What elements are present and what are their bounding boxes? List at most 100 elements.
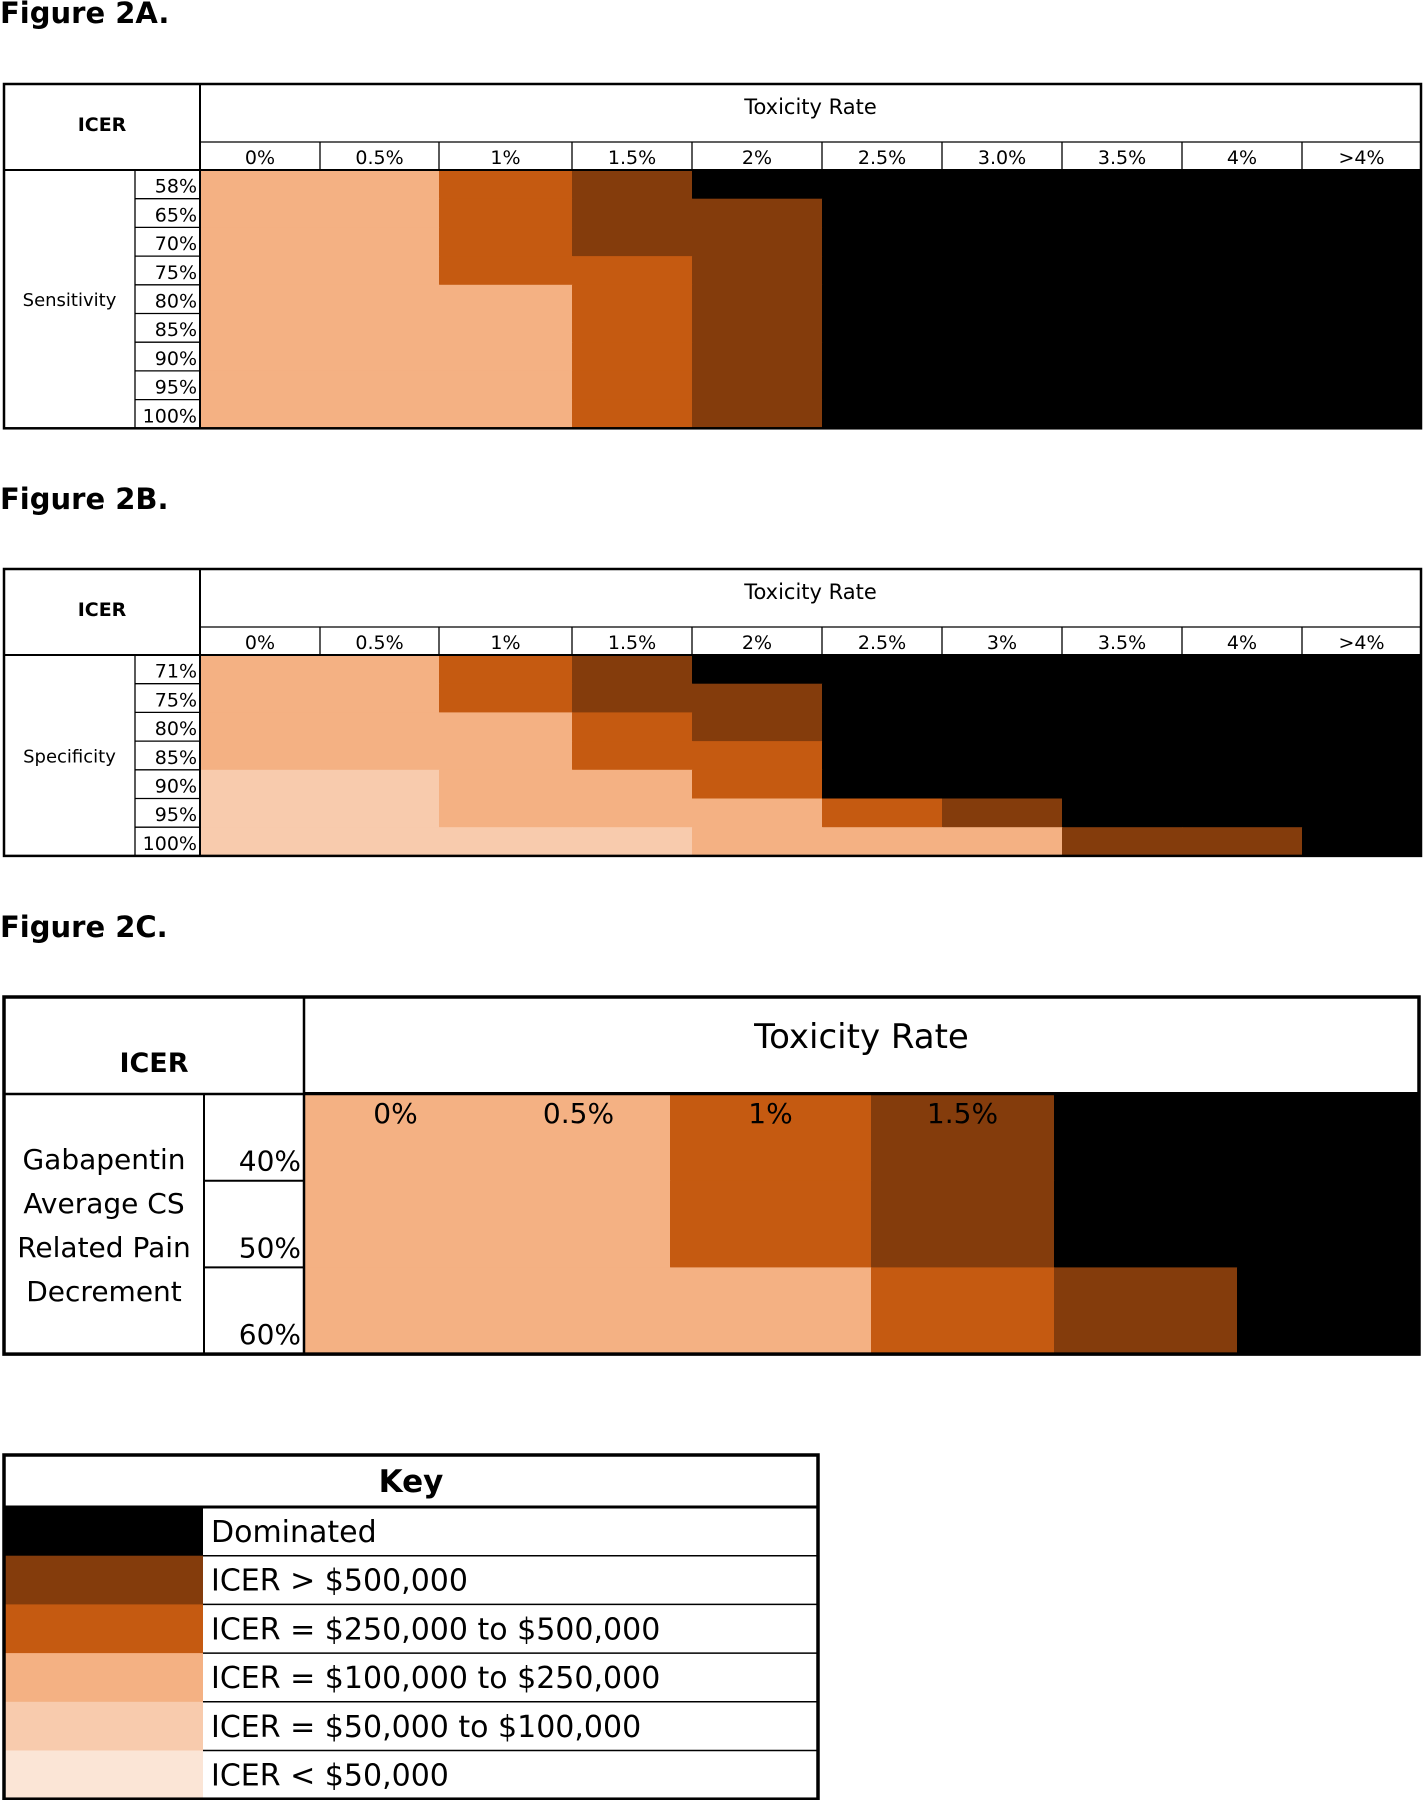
fig1-cell	[320, 313, 440, 343]
fig1-cell	[692, 313, 823, 343]
fig2-cell	[692, 798, 823, 828]
fig1-cell	[1302, 256, 1422, 286]
fig1-cell	[439, 313, 573, 343]
fig1-cell	[692, 399, 823, 429]
fig2-column-label: 0.5%	[355, 632, 403, 654]
fig1-row-label: 95%	[155, 377, 197, 399]
fig1-column-label: 3.5%	[1098, 147, 1146, 169]
fig1-cell	[822, 198, 943, 228]
fig2-cell	[1182, 769, 1303, 800]
fig1-cell	[439, 198, 573, 228]
fig1-cell	[439, 399, 573, 429]
fig1-row-label: 90%	[155, 348, 197, 370]
fig1-column-label: 1%	[490, 147, 520, 169]
fig3-corner-label: ICER	[119, 1048, 188, 1079]
fig1-cell	[439, 170, 573, 200]
fig1-cell	[1182, 313, 1303, 343]
fig2-column-label: 3%	[987, 632, 1017, 654]
fig1-corner-label: ICER	[78, 114, 127, 136]
fig1-cell	[692, 198, 823, 228]
fig1-cell	[822, 227, 943, 257]
fig1-cell	[1062, 284, 1183, 315]
figure-2b-title: Figure 2B.	[0, 482, 169, 516]
fig1-cell	[942, 313, 1063, 343]
fig2-cell	[942, 741, 1063, 771]
fig2-cell	[572, 769, 693, 800]
fig3-column-label: 2%	[1123, 1097, 1167, 1130]
fig3-cell	[1054, 1267, 1238, 1355]
fig1-cell	[320, 284, 440, 315]
fig3-cell	[304, 1267, 488, 1355]
fig1-cell	[822, 284, 943, 315]
fig1-cell	[320, 256, 440, 286]
fig1-cell	[572, 284, 693, 315]
fig3-column-label: 1.5%	[927, 1097, 998, 1130]
fig3-cell	[1237, 1180, 1420, 1268]
fig2-row-label: 80%	[155, 718, 197, 740]
fig1-cell	[200, 370, 321, 401]
fig3-row-label: 50%	[239, 1231, 301, 1264]
fig2-cell	[822, 741, 943, 771]
fig2-cell	[1302, 798, 1422, 828]
fig1-column-label: 0.5%	[355, 147, 403, 169]
fig2-cell	[822, 769, 943, 800]
fig2-cell	[1182, 683, 1303, 713]
key-label: Dominated	[211, 1515, 377, 1550]
fig3-column-label: > 2%	[1290, 1097, 1367, 1130]
fig1-cell	[320, 198, 440, 228]
fig2-cell	[200, 769, 321, 800]
fig2-column-label: 1.5%	[608, 632, 656, 654]
fig3-border	[2, 995, 1421, 1356]
fig2-cell	[822, 712, 943, 742]
fig1-cell	[320, 170, 440, 200]
fig2-cell	[200, 741, 321, 771]
fig2-cell	[439, 741, 573, 771]
fig3-row-label: 40%	[239, 1145, 301, 1178]
fig1-row-label: 65%	[155, 204, 197, 226]
fig1-column-label: >4%	[1338, 147, 1384, 169]
fig2-cell	[1182, 798, 1303, 828]
fig1-cell	[1182, 284, 1303, 315]
key-label: ICER = $250,000 to $500,000	[211, 1612, 660, 1647]
fig2-cell	[320, 712, 440, 742]
fig3-cell	[871, 1267, 1055, 1355]
fig1-cell	[822, 256, 943, 286]
fig1-row-label: 70%	[155, 233, 197, 255]
fig1-cell	[1062, 313, 1183, 343]
fig1-cell	[439, 342, 573, 372]
fig2-cell	[1062, 827, 1183, 857]
fig1-cell	[320, 399, 440, 429]
fig2-row-label: 85%	[155, 747, 197, 769]
fig2-cell	[692, 655, 823, 685]
fig2-cell	[320, 655, 440, 685]
fig1-cell	[572, 170, 693, 200]
fig1-cell	[1302, 342, 1422, 372]
fig2-row-label: 71%	[155, 661, 197, 683]
fig3-column-label: 0.5%	[543, 1097, 614, 1130]
fig2-cell	[439, 769, 573, 800]
fig2-row-label: 75%	[155, 689, 197, 711]
figure-2a-title: Figure 2A.	[0, 0, 170, 30]
key-label: ICER < $50,000	[211, 1759, 449, 1794]
key-swatch	[4, 1555, 203, 1605]
fig1-cell	[1062, 370, 1183, 401]
fig1-cell	[320, 342, 440, 372]
fig2-cell	[572, 741, 693, 771]
fig2-cell	[942, 769, 1063, 800]
fig3-cell	[487, 1267, 671, 1355]
fig3-cell	[871, 1094, 1055, 1182]
fig2-column-label: 2%	[742, 632, 772, 654]
fig3-row-title-line: Average CS	[23, 1187, 184, 1220]
fig1-cell	[1302, 227, 1422, 257]
fig2-column-label: 4%	[1227, 632, 1257, 654]
fig2-cell	[200, 827, 321, 857]
fig2-cell	[439, 712, 573, 742]
fig1-cell	[1062, 170, 1183, 200]
fig2-cell	[1062, 712, 1183, 742]
fig1-cell	[1302, 284, 1422, 315]
fig3-row-title-line: Gabapentin	[22, 1143, 185, 1176]
fig1-row-label: 85%	[155, 319, 197, 341]
fig1-cell	[1182, 227, 1303, 257]
fig1-row-label: 100%	[143, 405, 197, 427]
fig1-cell	[200, 399, 321, 429]
